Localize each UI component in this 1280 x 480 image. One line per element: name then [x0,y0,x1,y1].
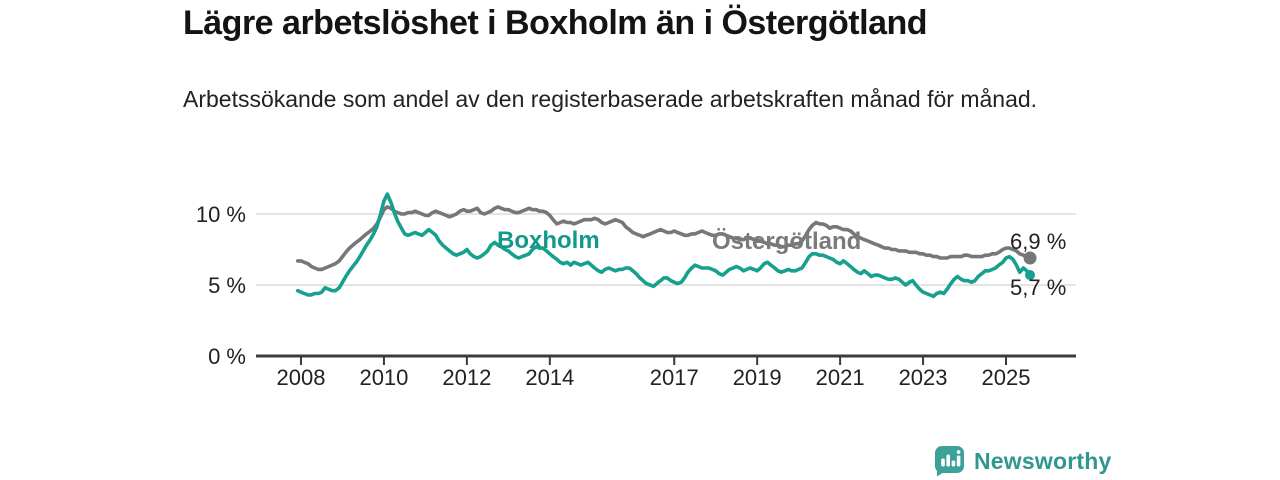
x-axis-label-2019: 2019 [733,365,782,390]
newsworthy-wordmark: Newsworthy [974,447,1112,474]
series-line-boxholm [295,192,1032,299]
end-value-label-ostergotland: 6,9 % [1010,229,1067,254]
series-end-dot-stergtland [1023,251,1037,265]
newsworthy-speech-bubble-bars-icon [935,446,964,477]
series-line-stergtland [295,205,1032,272]
chart-subtitle: Arbetssökande som andel av den registerb… [183,86,1038,112]
x-axis-label-2012: 2012 [442,365,491,390]
y-axis-label-0: 0 % [208,344,246,369]
x-axis-label-2025: 2025 [982,365,1031,390]
series-label-boxholm: Boxholm [497,227,600,254]
x-axis-label-2014: 2014 [525,365,574,390]
x-axis-label-2010: 2010 [359,365,408,390]
x-axis-label-2021: 2021 [816,365,865,390]
y-axis-label-10: 10 % [196,202,246,227]
x-axis-label-2017: 2017 [650,365,699,390]
x-axis-label-2023: 2023 [899,365,948,390]
page-title: Lägre arbetslöshet i Boxholm än i Österg… [183,4,928,42]
x-axis-label-2008: 2008 [277,365,326,390]
series-end-dot-boxholm [1025,270,1036,281]
y-axis-label-5: 5 % [208,273,246,298]
end-value-label-boxholm: 5,7 % [1010,275,1067,300]
newsworthy-logo[interactable]: Newsworthy [934,445,1111,477]
series-label-ostergotland: Östergötland [712,228,862,255]
